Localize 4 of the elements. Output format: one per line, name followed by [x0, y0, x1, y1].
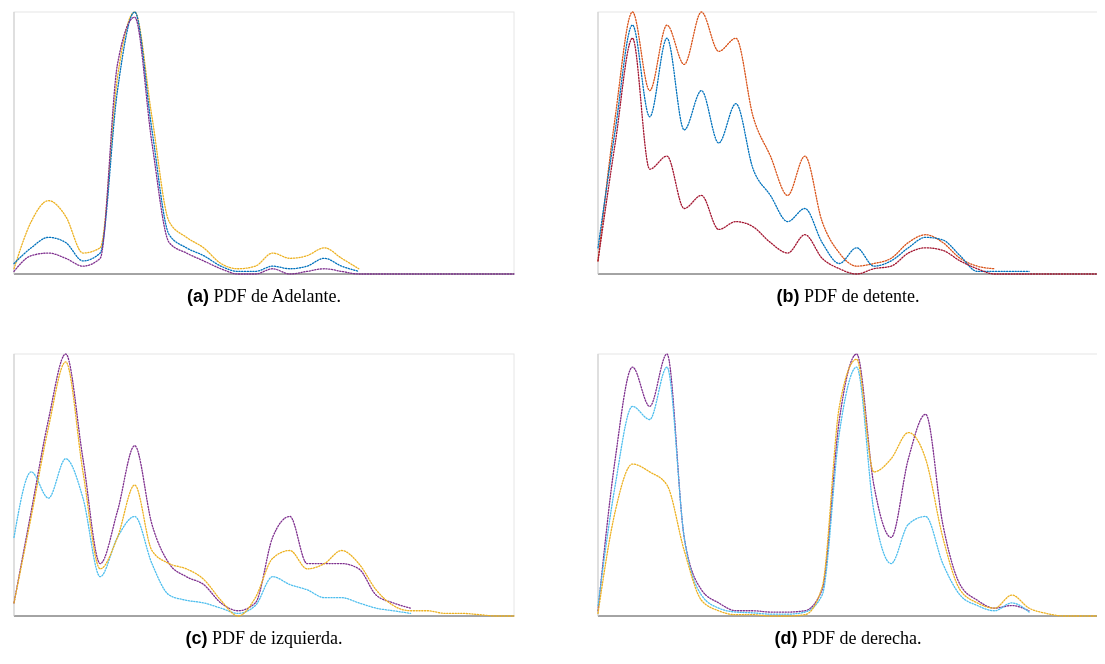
text: (d) PDF de derecha. — [774, 628, 922, 648]
text: (c) PDF de izquierda. — [185, 628, 343, 648]
text: (a) PDF de Adelante. — [187, 286, 341, 306]
text: (b) PDF de detente. — [776, 286, 920, 306]
